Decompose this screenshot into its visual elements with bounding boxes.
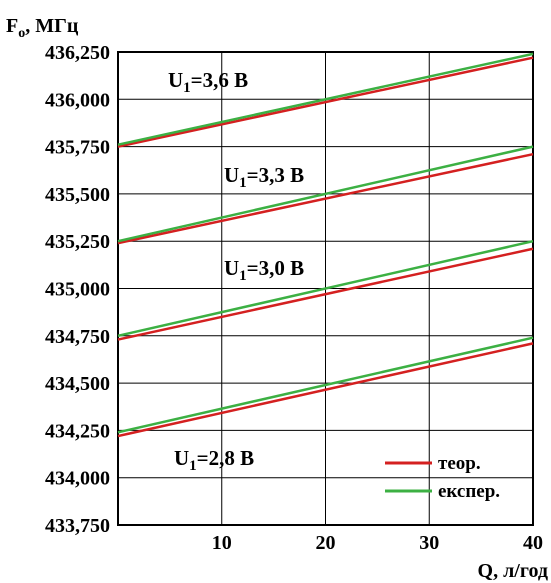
x-tick-label: 40: [523, 532, 543, 554]
annotation-u1-3-6: U1=3,6 В: [168, 68, 248, 96]
y-axis-title-main: F: [6, 15, 18, 37]
series-theory-0: [117, 56, 534, 148]
y-tick-label: 436,000: [45, 89, 110, 111]
y-tick-label: 435,250: [45, 231, 110, 253]
series-theory-2: [117, 247, 534, 341]
y-tick-label: 436,250: [45, 42, 110, 64]
series-theory-1: [117, 152, 534, 245]
y-tick-label: 434,750: [45, 326, 110, 348]
annotation-u1-3-3: U1=3,3 В: [224, 163, 304, 191]
x-axis-title: Q, л/год: [478, 560, 548, 582]
y-axis-title-unit: , МГц: [25, 15, 79, 37]
y-axis-title-sub: o: [18, 26, 25, 41]
legend-label-theory: теор.: [438, 453, 481, 474]
y-tick-label: 433,750: [45, 515, 110, 537]
annotation-u1-2-8: U1=2,8 В: [174, 446, 254, 474]
y-tick-labels: 433,750 434,000 434,250 434,500 434,750 435,0…: [45, 42, 110, 537]
x-tick-label: 30: [419, 532, 439, 554]
y-tick-label: 434,250: [45, 420, 110, 442]
series-experiment-2: [117, 239, 534, 338]
y-tick-label: 434,500: [45, 373, 110, 395]
x-tick-labels: 10 20 30 40: [212, 532, 543, 554]
y-axis-title: Fo, МГц: [6, 15, 79, 41]
y-tick-label: 434,000: [45, 468, 110, 490]
legend: теор. експер.: [385, 453, 500, 502]
annotation-u1-3-0: U1=3,0 В: [224, 256, 304, 284]
y-tick-label: 435,000: [45, 279, 110, 301]
series-experiment-1: [117, 145, 534, 243]
series-lines: [117, 52, 534, 438]
series-theory-3: [117, 342, 534, 438]
annotations: U1=3,6 В U1=3,3 В U1=3,0 В U1=2,8 В: [168, 68, 304, 474]
legend-label-experiment: експер.: [438, 481, 500, 502]
series-experiment-0: [117, 52, 534, 146]
y-tick-label: 435,750: [45, 137, 110, 159]
y-tick-label: 435,500: [45, 184, 110, 206]
x-tick-label: 20: [316, 532, 336, 554]
series-experiment-3: [117, 336, 534, 434]
x-tick-label: 10: [212, 532, 232, 554]
